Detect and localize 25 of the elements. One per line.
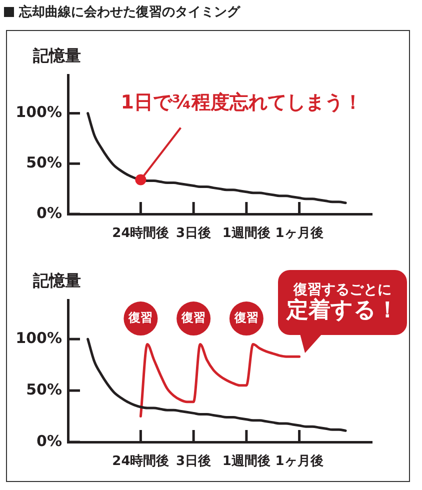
- x-tick-label: 24時間後: [112, 225, 170, 242]
- annotation: 復習: [180, 310, 206, 325]
- y-tick-label: 50%: [26, 380, 62, 398]
- x-tick-label: 3日後: [176, 225, 212, 242]
- annotation: 復習: [128, 310, 153, 325]
- y-axis-title: 記憶量: [32, 271, 81, 290]
- y-tick-label: 0%: [36, 432, 62, 450]
- x-tick-label: 1週間後: [222, 225, 270, 242]
- line-series: [139, 342, 301, 418]
- annotation: 1日で¾程度忘れてしまう！: [120, 92, 363, 114]
- line-series: [86, 338, 347, 432]
- annotation: 定着する！: [286, 298, 398, 324]
- y-tick-label: 100%: [16, 103, 62, 122]
- x-tick-label: 3日後: [176, 453, 212, 470]
- x-tick-label: 1ヶ月後: [275, 225, 324, 242]
- x-tick-label: 1ヶ月後: [275, 453, 324, 470]
- y-tick-label: 0%: [36, 204, 62, 222]
- x-tick-label: 1週間後: [222, 453, 270, 470]
- y-tick-label: 50%: [26, 154, 62, 172]
- x-tick-label: 24時間後: [112, 453, 170, 470]
- y-tick-label: 100%: [16, 328, 62, 347]
- y-axis-title: 記憶量: [32, 46, 81, 66]
- line-series: [86, 112, 347, 204]
- annotation: 復習: [233, 310, 258, 325]
- chart-title: 忘却曲線に会わせた復習のタイミング: [19, 5, 240, 20]
